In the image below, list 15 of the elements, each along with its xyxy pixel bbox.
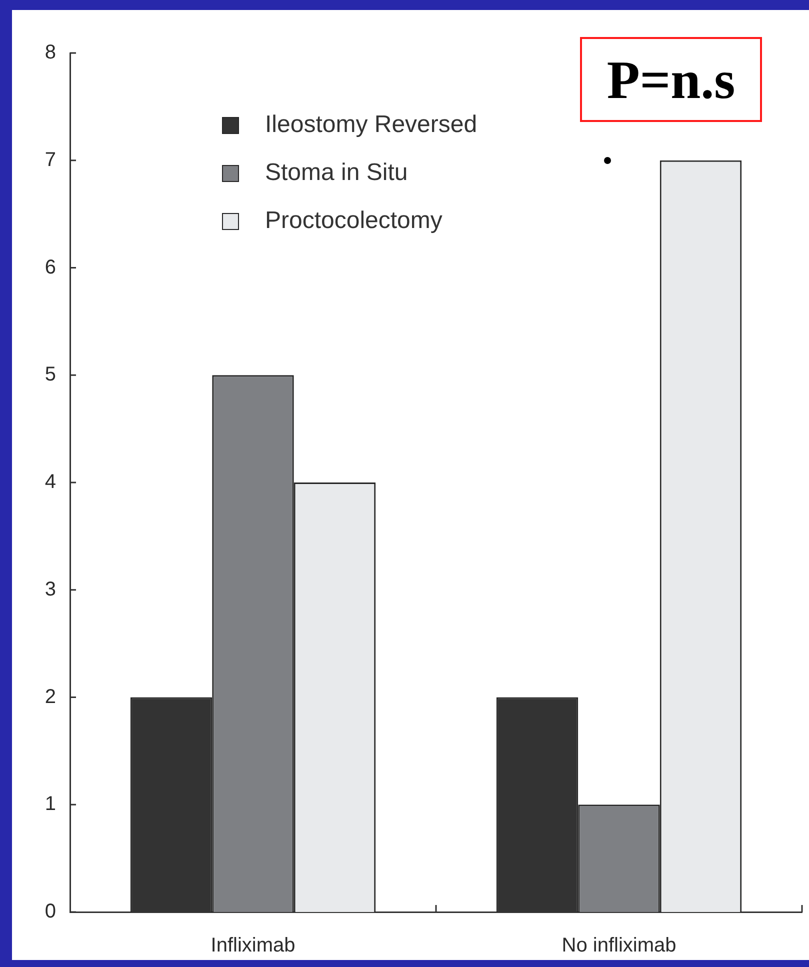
y-tick-label: 2 — [44, 686, 56, 708]
x-tick-label: No infliximab — [562, 934, 676, 957]
legend-label: Ileostomy Reversed — [265, 111, 478, 139]
y-tick-label: 1 — [44, 793, 56, 816]
y-tick-label: 6 — [44, 256, 56, 278]
y-tick-label: 7 — [44, 148, 56, 171]
y-tick-label: 0 — [44, 900, 56, 923]
legend-label: Stoma in Situ — [265, 159, 408, 187]
annotation: P=n.s — [606, 48, 736, 110]
y-tick-label: 3 — [44, 578, 56, 600]
legend-label: Proctocolectomy — [265, 207, 442, 235]
x-tick-label: Infliximab — [210, 934, 296, 957]
y-tick-label: 5 — [44, 364, 56, 386]
y-tick-label: 8 — [44, 42, 56, 64]
y-tick-label: 4 — [44, 471, 56, 494]
